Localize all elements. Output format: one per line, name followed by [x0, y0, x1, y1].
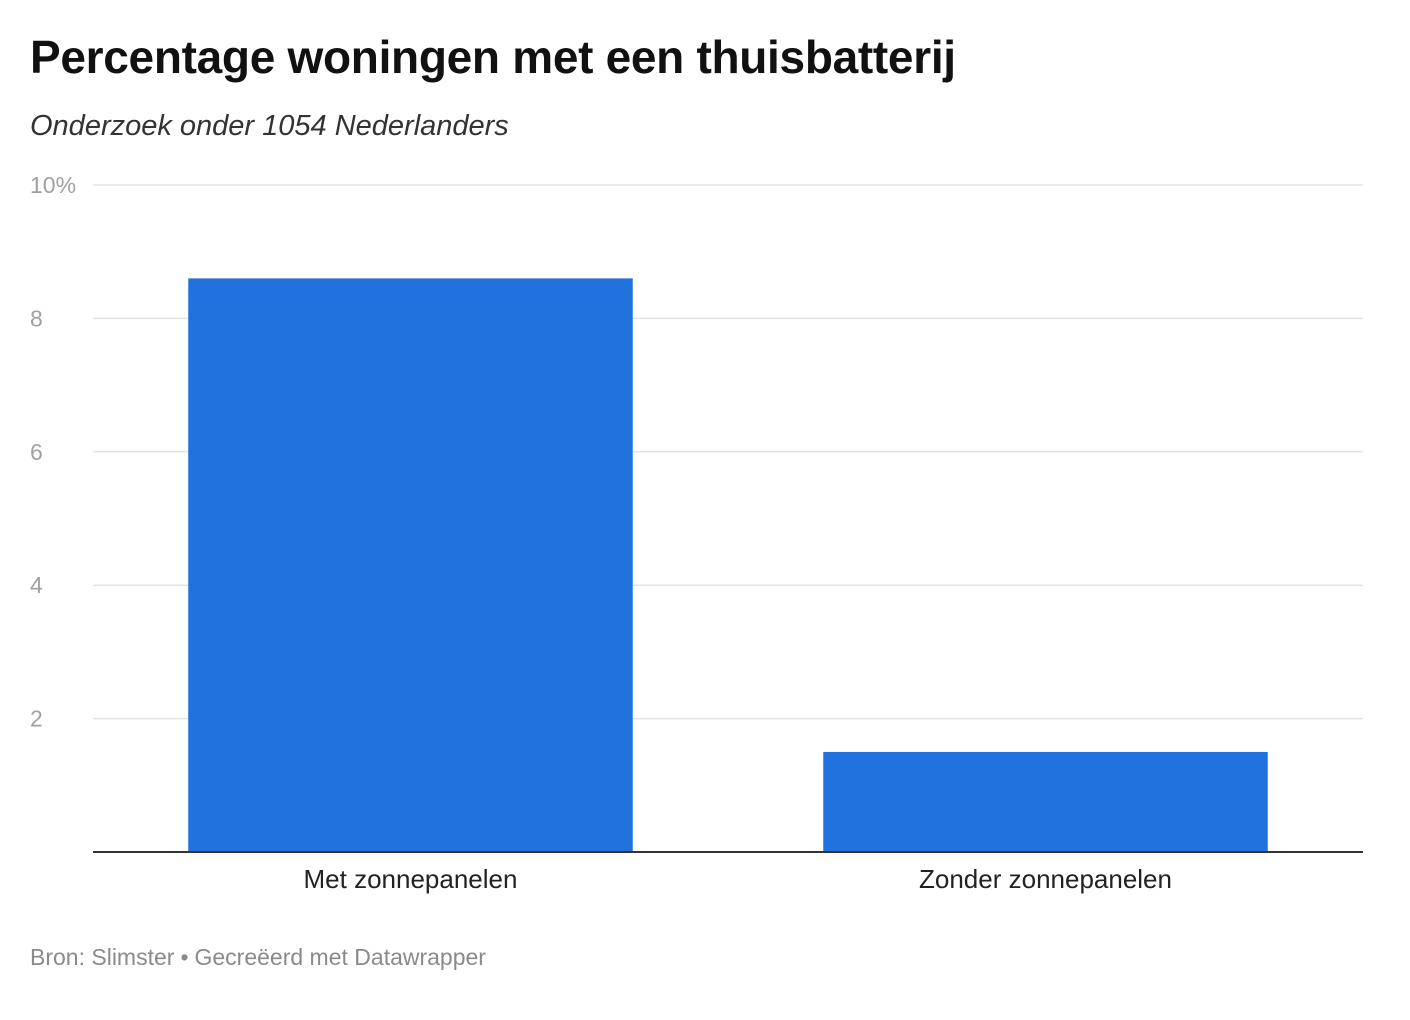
x-category-label: Met zonnepanelen — [304, 864, 518, 894]
y-tick-label: 8 — [30, 305, 43, 331]
x-category-label: Zonder zonnepanelen — [919, 864, 1172, 894]
chart-footer: Bron: Slimster • Gecreëerd met Datawrapper — [30, 944, 486, 971]
y-tick-label: 4 — [30, 572, 43, 598]
chart-subtitle: Onderzoek onder 1054 Nederlanders — [30, 110, 509, 142]
axes: 2 4 6 8 10% Met zonnepanelen Zonder zonnepanel… — [30, 172, 1363, 894]
y-tick-label: 10% — [30, 172, 76, 198]
bar — [823, 751, 1268, 852]
chart-title: Percentage woningen met een thuisbatteri… — [30, 31, 956, 83]
footer-separator: • — [180, 944, 189, 970]
y-tick-label: 2 — [30, 706, 43, 732]
bars — [188, 278, 1268, 852]
source-note: Bron: Slimster — [30, 944, 175, 970]
credit-note: Gecreëerd met Datawrapper — [194, 944, 486, 970]
bar — [188, 278, 633, 852]
y-tick-label: 6 — [30, 439, 43, 465]
